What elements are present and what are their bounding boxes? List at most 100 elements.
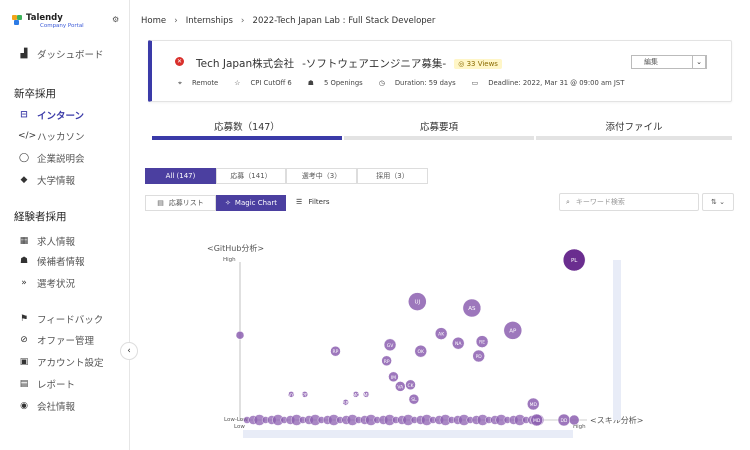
candidate-bubble[interactable] (287, 391, 295, 398)
candidate-bubble[interactable] (405, 379, 416, 391)
candidate-bubble[interactable] (362, 391, 370, 398)
low-label: Low (234, 424, 245, 430)
edit-select[interactable]: 編集 ⌄ (631, 55, 707, 69)
candidate-bubble[interactable] (414, 344, 427, 358)
candidate-bubble[interactable] (503, 321, 523, 340)
candidate-bubble[interactable] (462, 298, 482, 318)
candidate-bubble[interactable] (395, 381, 406, 392)
breadcrumb-internships[interactable]: Internships (185, 16, 233, 26)
meta-cpi: ☆ CPI CutOff 6 (234, 79, 300, 88)
candidate-initials: UJ (414, 300, 420, 306)
sidebar-item-report[interactable]: ▤ レポート (18, 377, 75, 391)
job-title: Tech Japan株式会社 -ソフトウェアエンジニア募集- ◎ 33 View… (196, 56, 502, 71)
x-scroll-track[interactable] (243, 430, 573, 438)
candidate-bubble[interactable] (472, 349, 485, 363)
inbox-icon: ⊟ (20, 110, 28, 120)
sidebar-item-candidates[interactable]: ☗ 候補者情報 (18, 254, 85, 268)
candidate-bubble[interactable] (530, 413, 543, 427)
filter-in-selection[interactable]: 選考中（3） (286, 168, 357, 184)
candidate-bubble[interactable] (562, 248, 586, 272)
candidate-initials: MD (533, 418, 541, 424)
document-icon: ▤ (19, 379, 29, 389)
candidate-bubble[interactable] (381, 355, 392, 367)
list-view-label: 応募リスト (168, 199, 204, 207)
edit-select-label: 編集 (644, 58, 658, 66)
views-badge: ◎ 33 Views (454, 58, 502, 69)
sidebar-item-selection-status[interactable]: » 選考状況 (18, 276, 75, 290)
sliders-icon: ☰ (296, 198, 303, 206)
candidate-initials: GV (387, 343, 394, 349)
magic-chart-label: Magic Chart (234, 199, 277, 207)
bar-chart-icon: ▟ (20, 49, 28, 59)
views-count: 33 Views (466, 59, 498, 68)
sidebar-item-intern[interactable]: ⊟ インターン (18, 108, 84, 122)
candidate-initials: RP (333, 349, 339, 355)
users-icon: ☗ (19, 256, 29, 266)
breadcrumb-home[interactable]: Home (141, 16, 167, 26)
candidate-bubble[interactable] (527, 397, 540, 411)
sidebar-item-company-briefing[interactable]: ◯ 企業説明会 (18, 151, 85, 165)
filters-button[interactable]: ☰ Filters (296, 198, 330, 206)
tab-applications[interactable]: 応募数（147） (214, 122, 280, 133)
filter-applied[interactable]: 応募（141） (216, 168, 286, 184)
candidate-bubble[interactable] (342, 399, 349, 406)
openings-text: 5 Openings (324, 79, 363, 87)
y-scroll-track[interactable] (613, 260, 621, 420)
candidate-bubble[interactable] (408, 292, 427, 311)
keyword-search[interactable]: ⌕ キーワード検索 (559, 193, 699, 211)
sidebar-item-label: 候補者情報 (37, 257, 85, 268)
candidate-bubble[interactable] (451, 336, 465, 350)
chevron-right-icon: › (240, 16, 245, 26)
candidate-bubble[interactable] (301, 391, 309, 398)
magic-chart-button[interactable]: ✧ Magic Chart (216, 195, 286, 211)
filters-label: Filters (308, 198, 330, 206)
candidate-initials: SL (411, 397, 417, 403)
tab-attachments[interactable]: 添付ファイル (605, 122, 663, 133)
search-placeholder: キーワード検索 (575, 198, 625, 206)
candidate-initials: CK (407, 383, 414, 389)
filter-all[interactable]: All (147) (145, 168, 216, 184)
y-axis-high-label: High (223, 257, 236, 263)
filter-hired[interactable]: 採用（3） (357, 168, 428, 184)
meta-openings: ☗ 5 Openings (308, 79, 371, 88)
sidebar-item-job-info[interactable]: ▦ 求人情報 (18, 234, 75, 248)
building-icon: ▦ (19, 236, 29, 246)
candidate-bubble[interactable] (388, 371, 399, 383)
sort-button[interactable]: ⇅ ⌄ (702, 193, 734, 211)
candidate-bubble[interactable] (235, 330, 245, 340)
sidebar-item-feedback[interactable]: ⚑ フィードバック (18, 312, 103, 326)
sidebar-item-label: ハッカソン (37, 132, 85, 143)
section-new-grad: 新卒採用 (14, 88, 56, 100)
job-meta: ⌖ Remote ☆ CPI CutOff 6 ☗ 5 Openings ◷ D… (178, 79, 640, 88)
settings-gear-icon[interactable]: ⚙ (112, 15, 120, 24)
brand[interactable]: Talendy Company Portal (12, 13, 84, 29)
sidebar-item-university[interactable]: ◆ 大学情報 (18, 173, 75, 187)
list-view-button[interactable]: ▤ 応募リスト (145, 195, 216, 211)
low-low-label: Low-Low (224, 417, 248, 423)
candidate-bubble[interactable] (330, 345, 341, 357)
candidate-bubble[interactable] (352, 391, 360, 398)
close-circle-icon[interactable]: ✕ (175, 57, 184, 66)
candidate-bubble[interactable] (568, 414, 580, 426)
sidebar-item-dashboard[interactable]: ▟ ダッシュボード (18, 47, 104, 61)
people-icon: ☗ (307, 79, 317, 87)
candidate-bubble[interactable] (383, 338, 397, 352)
y-axis-title: <GitHub分析> (207, 243, 264, 253)
candidate-bubble[interactable] (408, 393, 420, 405)
meta-duration: ◷ Duration: 59 days (379, 79, 464, 88)
candidate-initials: VA (397, 384, 404, 390)
candidate-bubble[interactable] (434, 327, 448, 340)
talendy-logo-icon (12, 15, 22, 26)
tab-requirements[interactable]: 応募要項 (419, 122, 458, 133)
x-axis-high-label: High (573, 424, 586, 430)
star-icon: ☆ (234, 79, 243, 87)
job-card: ✕ Tech Japan株式会社 -ソフトウェアエンジニア募集- ◎ 33 Vi… (148, 40, 732, 102)
sidebar-item-company-info[interactable]: ◉ 会社情報 (18, 399, 75, 413)
candidate-initials: RP (384, 359, 390, 365)
sidebar-item-hackathon[interactable]: </> ハッカソン (18, 129, 85, 143)
sidebar-item-offer[interactable]: ⊘ オファー管理 (18, 333, 94, 347)
candidate-bubble[interactable] (475, 335, 489, 348)
sidebar-item-account[interactable]: ▣ アカウント設定 (18, 355, 104, 369)
sidebar-collapse-button[interactable]: ‹ (120, 342, 138, 360)
list-icon: ▤ (157, 199, 164, 207)
